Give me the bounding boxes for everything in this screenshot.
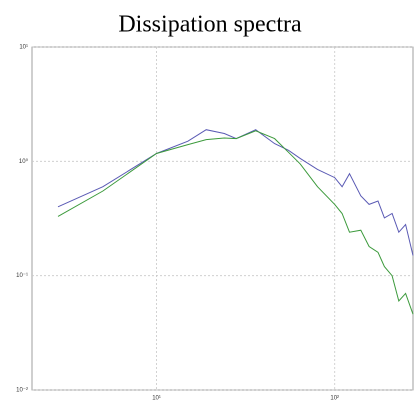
- y-tick-label: 10⁻¹: [16, 273, 28, 279]
- x-tick-label: 10¹: [152, 396, 161, 402]
- y-tick-label: 10¹: [19, 45, 28, 51]
- plot-frame: [31, 46, 414, 391]
- y-tick-label: 10⁰: [19, 158, 29, 165]
- x-tick-label: 10²: [330, 396, 339, 402]
- y-tick-label: 10⁻²: [16, 388, 28, 394]
- chart-title: Dissipation spectra: [118, 12, 302, 38]
- series-line: [57, 129, 414, 256]
- series-line: [57, 130, 414, 315]
